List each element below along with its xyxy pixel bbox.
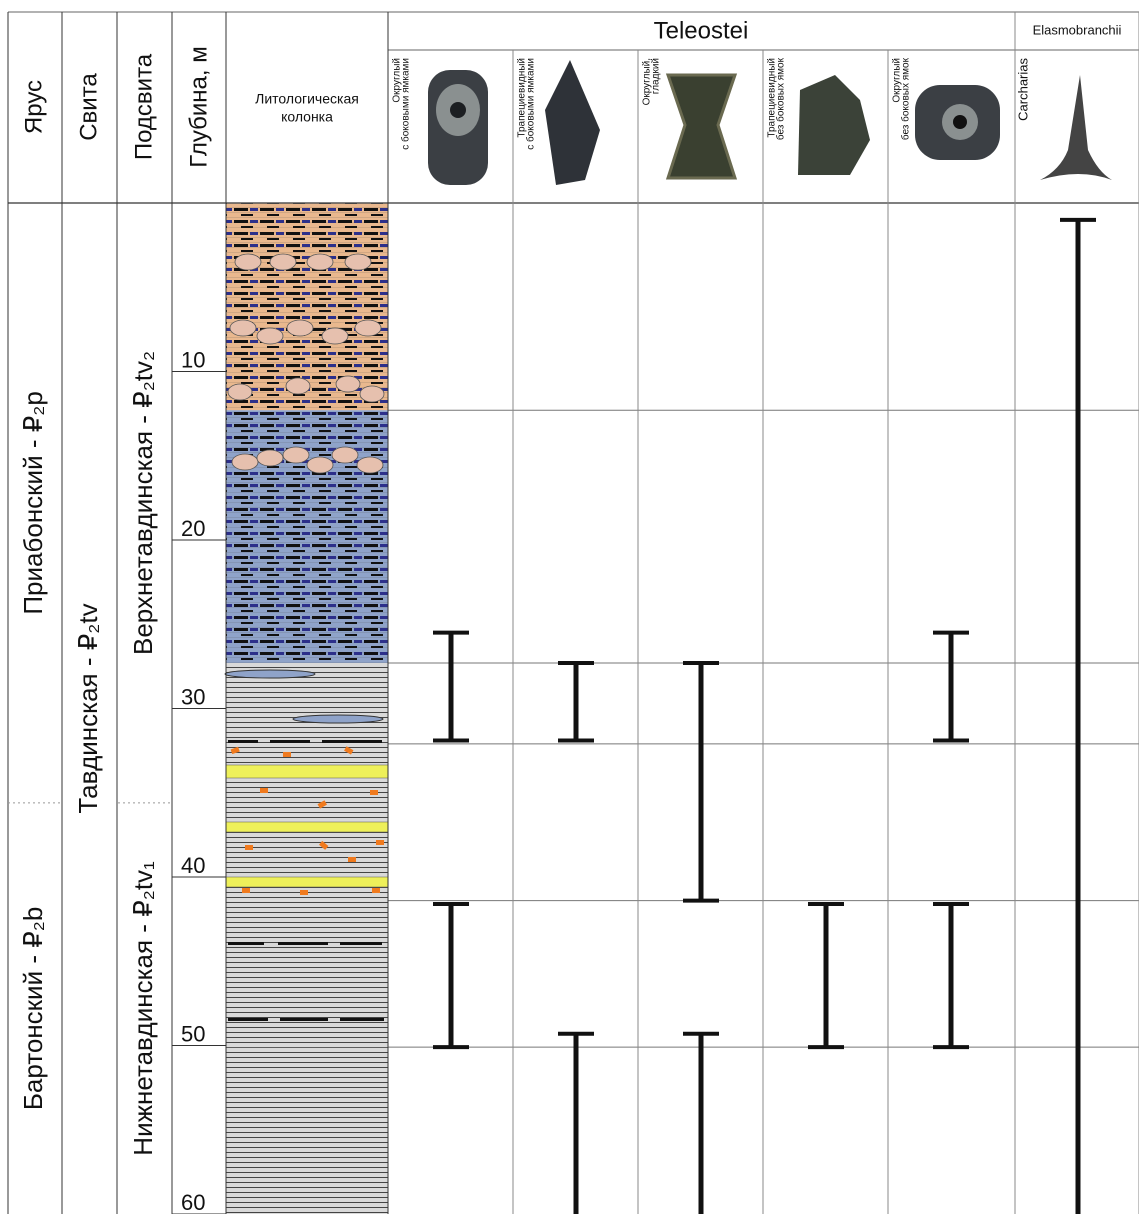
- stage-header: Ярус: [20, 80, 47, 134]
- depth-tick-label: 40: [181, 853, 205, 878]
- depth-tick-label: 50: [181, 1022, 205, 1047]
- lithology-header: Литологическая: [255, 91, 359, 107]
- depth-tick-label: 20: [181, 516, 205, 541]
- taxon-label: Округлый,: [642, 58, 653, 105]
- taxon-label: гладкий: [651, 58, 662, 94]
- suite-header: Свита: [75, 73, 102, 141]
- taxon-label: с боковыми ямками: [400, 58, 412, 150]
- depth-header: Глубина, м: [185, 46, 212, 168]
- suite-label: Тавдинская - ₽₂tv: [73, 603, 103, 813]
- stage-label: Бартонский - ₽₂b: [18, 907, 48, 1110]
- group-header: Elasmobranchii: [1033, 22, 1122, 37]
- lithology-hatch: [226, 1047, 388, 1214]
- content: Ярус Свита Подсвита Глубина, м Литологическа…: [8, 17, 1122, 1214]
- lithology-header: колонка: [281, 109, 333, 125]
- subsuite-label: Нижнетавдинская - ₽₂tv₁: [128, 861, 158, 1156]
- stage-label: Приабонский - ₽₂p: [18, 391, 48, 614]
- taxon-label: Трапециевидный: [767, 58, 778, 138]
- taxon-label: с боковыми ямками: [525, 58, 537, 150]
- taxon-label: без боковых ямок: [775, 57, 787, 140]
- subsuite-label: Верхнетавдинская - ₽₂tv₂: [128, 351, 158, 655]
- lithology-hatch: [226, 900, 388, 1048]
- taxon-label: Трапециевидный: [517, 58, 528, 138]
- lithology-decoration: [224, 203, 389, 1021]
- taxon-label: Округлый: [892, 58, 903, 103]
- depth-tick-label: 10: [181, 348, 205, 373]
- taxon-label: Carcharias: [1015, 58, 1030, 121]
- depth-tick-label: 60: [181, 1190, 205, 1214]
- table-grid: [7, 11, 1139, 1214]
- taxon-label: без боковых ямок: [900, 57, 912, 140]
- group-header: Teleostei: [654, 17, 749, 44]
- depth-tick-label: 30: [181, 685, 205, 710]
- subsuite-header: Подсвита: [130, 53, 157, 160]
- taxon-label: Округлый: [392, 58, 403, 103]
- fossil-images: [428, 60, 1112, 185]
